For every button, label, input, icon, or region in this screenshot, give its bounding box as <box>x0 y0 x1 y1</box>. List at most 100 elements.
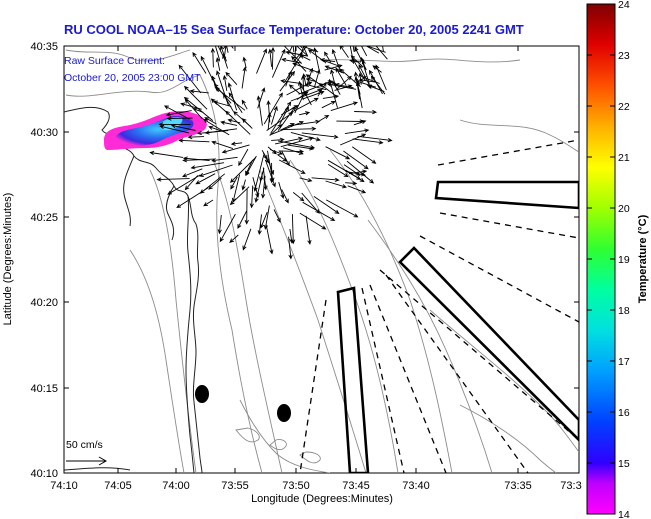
current-vector <box>277 154 288 162</box>
current-vector <box>336 75 352 90</box>
current-vector <box>325 180 347 189</box>
current-vector <box>273 209 281 223</box>
current-vector <box>331 48 341 72</box>
current-label-line1: Raw Surface Current: <box>64 55 165 67</box>
current-vector <box>238 148 249 167</box>
current-vectors <box>149 46 393 260</box>
y-tick-label: 40:25 <box>30 212 58 224</box>
current-vector <box>165 110 192 117</box>
current-vector <box>262 167 268 191</box>
current-vector <box>354 109 378 115</box>
current-vector <box>242 228 252 251</box>
current-vector <box>178 64 202 94</box>
colorbar-tick-label: 18 <box>618 305 630 317</box>
colorbar-tick-label: 21 <box>618 152 630 164</box>
current-vector <box>307 49 323 61</box>
current-vector <box>299 177 313 183</box>
current-vector <box>327 159 362 180</box>
current-vector <box>219 46 227 62</box>
current-vector <box>302 46 309 57</box>
current-vector <box>265 224 274 255</box>
coastline <box>64 106 203 473</box>
current-vector <box>245 155 257 177</box>
current-vector <box>287 144 315 151</box>
current-vector <box>231 174 241 203</box>
current-vector <box>313 47 320 72</box>
current-vector <box>189 89 209 94</box>
current-vector <box>219 213 236 243</box>
current-vector <box>344 128 370 135</box>
sst-patch <box>104 111 207 150</box>
current-vector <box>198 164 233 178</box>
current-vector <box>336 119 365 124</box>
radar-station-marker <box>277 404 291 422</box>
current-vector <box>345 181 358 186</box>
current-vector <box>222 53 229 69</box>
current-vector <box>313 196 340 214</box>
current-vector <box>288 84 301 95</box>
current-vector <box>241 66 247 89</box>
y-tick-label: 40:30 <box>30 127 58 139</box>
current-vector <box>216 70 229 106</box>
x-tick-label: 74:10 <box>50 480 78 492</box>
current-vector <box>332 80 341 95</box>
current-vector <box>266 112 294 131</box>
current-vector <box>360 46 368 57</box>
current-vector <box>299 212 327 230</box>
current-vector <box>339 46 349 58</box>
current-vector <box>278 181 285 199</box>
current-vector <box>281 46 303 64</box>
current-vector <box>372 65 382 73</box>
current-vector <box>334 82 354 89</box>
current-vector <box>291 214 296 245</box>
radar-coverage-boxes <box>336 180 579 473</box>
current-vector <box>222 74 228 91</box>
current-vector <box>252 177 260 198</box>
current-vector <box>221 144 250 154</box>
colorbar-tick-label: 23 <box>618 50 630 62</box>
current-vector <box>361 46 386 53</box>
current-vector <box>382 46 384 52</box>
current-vector <box>214 46 221 61</box>
current-vector <box>229 157 257 183</box>
current-vector <box>347 185 367 194</box>
current-vector <box>322 59 341 67</box>
current-vector <box>182 168 203 178</box>
current-vector <box>311 177 340 182</box>
y-tick-labels: 40:35 40:30 40:25 40:20 40:15 40:10 <box>30 41 58 480</box>
x-tick-label: 73:50 <box>282 480 310 492</box>
current-vector <box>192 51 207 74</box>
scale-label: 50 cm/s <box>66 439 103 451</box>
current-vector <box>230 46 234 49</box>
current-vector <box>256 95 263 126</box>
current-vector <box>303 90 325 100</box>
x-tick-label: 73:45 <box>342 480 370 492</box>
x-tick-label: 74:00 <box>162 480 190 492</box>
current-vector <box>292 62 319 73</box>
current-vector <box>305 74 324 88</box>
current-vector <box>167 174 201 195</box>
current-vector <box>178 138 210 143</box>
current-vector <box>204 117 217 125</box>
colorbar-title: Temperature (°C) <box>637 214 649 303</box>
current-vector <box>225 110 251 135</box>
map-frame <box>63 45 580 474</box>
current-vector <box>195 173 216 185</box>
current-vector <box>214 86 246 111</box>
current-vector <box>241 179 246 191</box>
current-vector <box>249 185 254 209</box>
current-vector <box>170 124 196 131</box>
x-tick-label: 73:35 <box>504 480 532 492</box>
current-vector <box>220 120 238 126</box>
current-vector <box>330 69 336 87</box>
current-vector <box>292 46 295 53</box>
current-vector <box>260 212 268 229</box>
current-vector <box>288 119 321 127</box>
x-tick-label: 73:3 <box>560 480 581 492</box>
current-vector <box>289 46 293 52</box>
x-tick-labels: 74:10 74:05 74:00 73:55 73:50 73:45 73:4… <box>50 480 581 492</box>
radar-station-marker <box>195 385 209 403</box>
current-vector <box>280 126 317 131</box>
current-vector <box>327 164 349 178</box>
current-vector <box>290 97 319 113</box>
